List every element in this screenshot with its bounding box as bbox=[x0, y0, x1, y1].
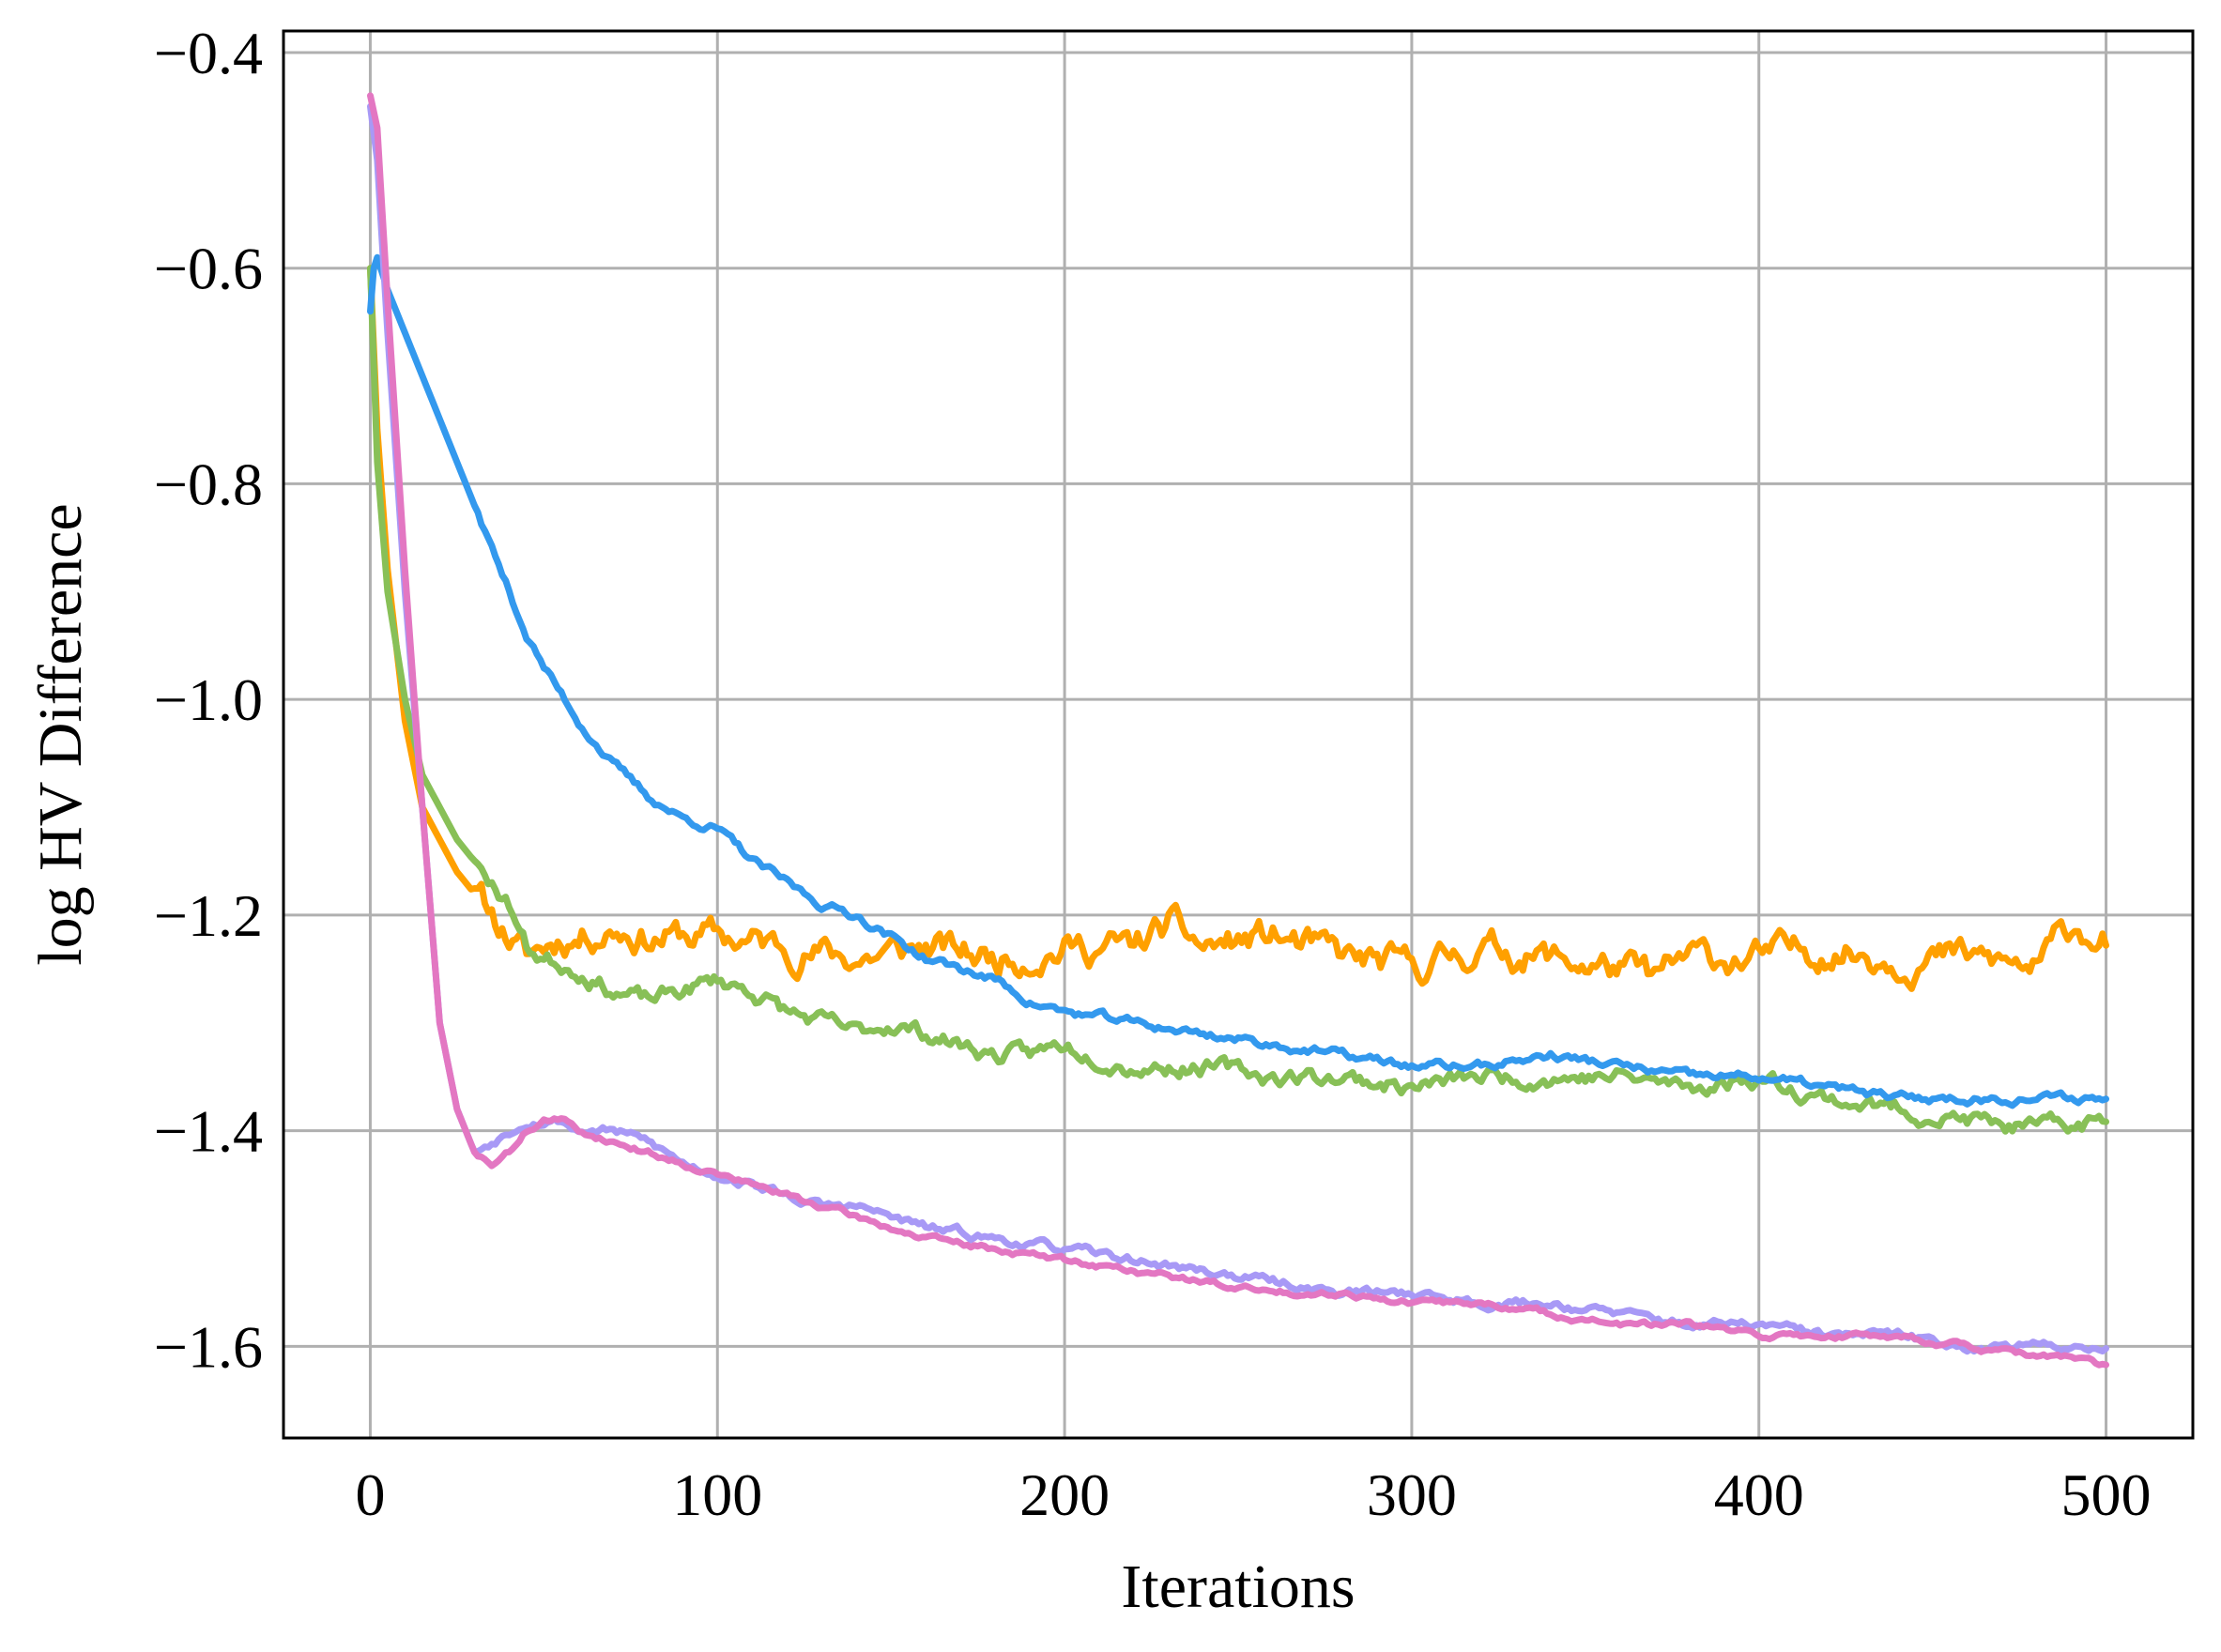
series-line-4 bbox=[367, 102, 2109, 1355]
x-tick-label: 0 bbox=[355, 1461, 385, 1528]
x-tick-label: 500 bbox=[2061, 1461, 2152, 1528]
y-tick-label: −0.4 bbox=[154, 20, 263, 86]
x-tick-label: 100 bbox=[672, 1461, 762, 1528]
x-tick-label: 200 bbox=[1019, 1461, 1110, 1528]
y-tick-label: −1.2 bbox=[154, 882, 263, 949]
series-line-2 bbox=[367, 265, 2109, 1135]
series-line-3 bbox=[367, 253, 2109, 1109]
y-axis-label: log HV Difference bbox=[26, 503, 95, 965]
series-lines bbox=[367, 92, 2109, 1369]
y-tick-label: −1.6 bbox=[154, 1313, 263, 1380]
y-tick-label: −0.6 bbox=[154, 236, 263, 302]
y-tick-label: −1.4 bbox=[154, 1098, 263, 1165]
y-tick-label: −1.0 bbox=[154, 666, 263, 733]
series-line-1 bbox=[367, 265, 2109, 992]
series-line-5 bbox=[367, 92, 2109, 1369]
grid-lines bbox=[283, 31, 2193, 1438]
plot-frame bbox=[282, 29, 2195, 1440]
x-axis-ticks: 0 100 200 300 400 500 bbox=[355, 1461, 2151, 1528]
x-axis-label: Iterations bbox=[1121, 1553, 1355, 1621]
y-tick-label: −0.8 bbox=[154, 451, 263, 517]
x-tick-label: 400 bbox=[1714, 1461, 1804, 1528]
x-tick-label: 300 bbox=[1367, 1461, 1457, 1528]
y-axis-ticks: −0.4 −0.6 −0.8 −1.0 −1.2 −1.4 −1.6 bbox=[154, 20, 263, 1380]
